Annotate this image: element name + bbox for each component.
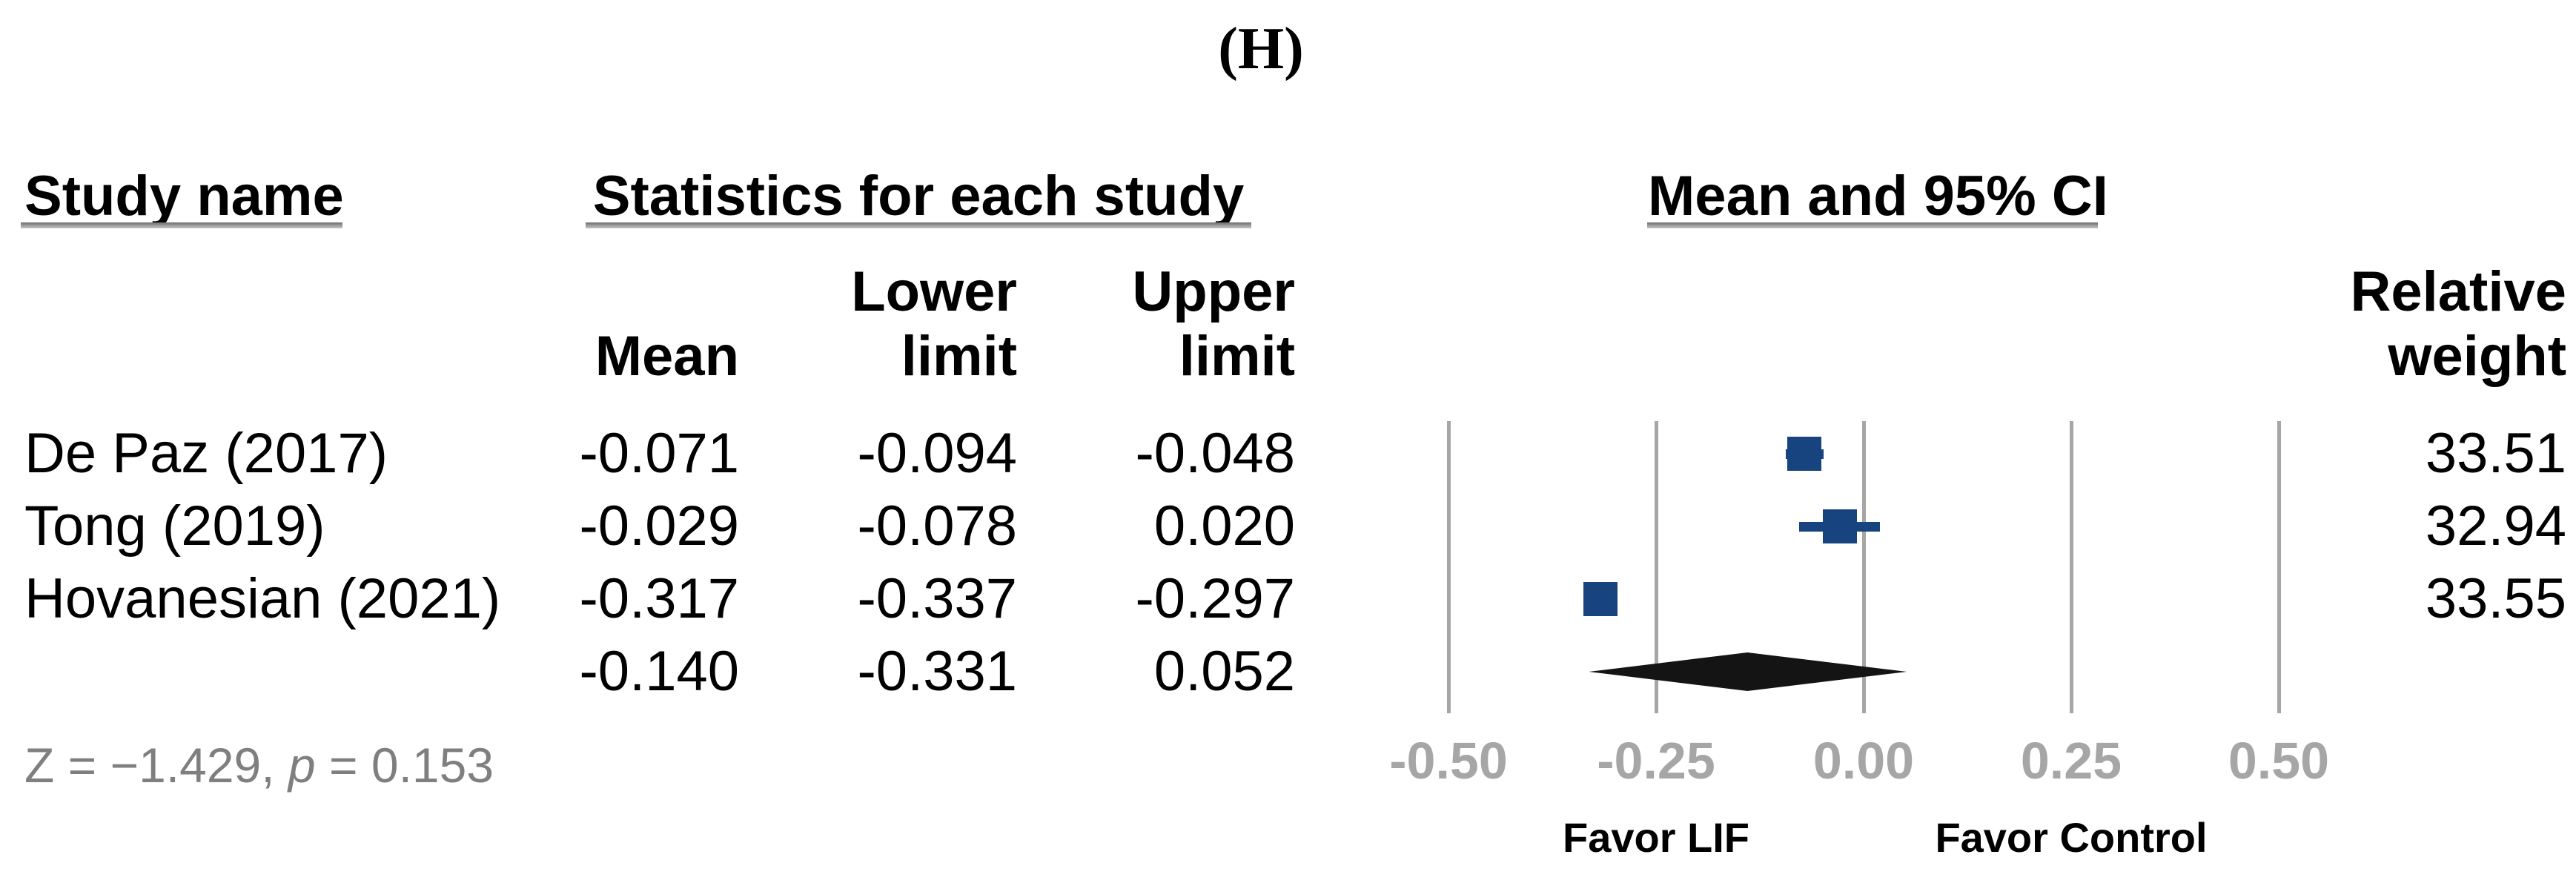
axis-gridline [1654,421,1658,713]
relative-weight: 32.94 [2425,495,2566,558]
column-header-study-name: Study name [24,165,344,228]
study-name: Tong (2019) [24,495,325,558]
axis-tick-label: 0.25 [2020,732,2122,790]
subheader-lower-2: limit [901,325,1017,388]
favor-right-label: Favor Control [1935,814,2208,861]
underline-ci [1647,222,2098,228]
mean-square-marker [1583,582,1618,616]
mean-value: -0.317 [579,567,740,630]
study-name: Hovanesian (2021) [24,567,501,630]
lower-limit: -0.337 [857,567,1018,630]
subheader-weight-2: weight [2388,325,2566,388]
favor-left-label: Favor LIF [1562,814,1750,861]
z-p-statistic-note: Z = −1.429, p = 0.153 [24,735,494,795]
note-prefix: Z = −1.429, [24,738,288,793]
subheader-upper-2: limit [1179,325,1295,388]
lower-limit: -0.094 [857,422,1018,485]
note-suffix: = 0.153 [315,738,494,793]
axis-gridline [2277,421,2281,713]
subheader-mean: Mean [595,325,739,388]
mean-value-overall: -0.140 [579,640,740,703]
axis-gridline [1446,421,1451,713]
upper-limit: -0.297 [1135,567,1296,630]
underline-study-name [21,222,342,228]
column-header-statistics: Statistics for each study [592,165,1245,228]
axis-tick-label: 0.50 [2228,732,2330,790]
relative-weight: 33.51 [2425,422,2566,485]
axis-tick-label: -0.50 [1389,732,1508,790]
upper-limit: 0.020 [1153,495,1295,558]
axis-tick-label: 0.00 [1812,732,1915,790]
mean-value: -0.029 [579,495,740,558]
subheader-lower-1: Lower [851,260,1017,323]
overall-diamond [1589,652,1907,691]
axis-gridline [2069,421,2073,713]
subheader-weight-1: Relative [2350,260,2567,323]
mean-value: -0.071 [579,422,740,485]
figure-label: (H) [1218,16,1304,82]
mean-square-marker [1787,437,1822,471]
lower-limit: -0.078 [857,495,1018,558]
study-name: De Paz (2017) [24,422,388,485]
axis-tick-label: -0.25 [1597,732,1715,790]
column-header-ci: Mean and 95% CI [1648,165,2108,228]
underline-statistics [586,222,1251,228]
mean-square-marker [1822,509,1857,543]
note-p-symbol: p [288,738,316,793]
axis-gridline [1861,421,1866,713]
subheader-upper-1: Upper [1132,260,1295,323]
lower-limit-overall: -0.331 [857,640,1018,703]
upper-limit-overall: 0.052 [1153,640,1295,703]
relative-weight: 33.55 [2425,567,2566,630]
upper-limit: -0.048 [1135,422,1296,485]
